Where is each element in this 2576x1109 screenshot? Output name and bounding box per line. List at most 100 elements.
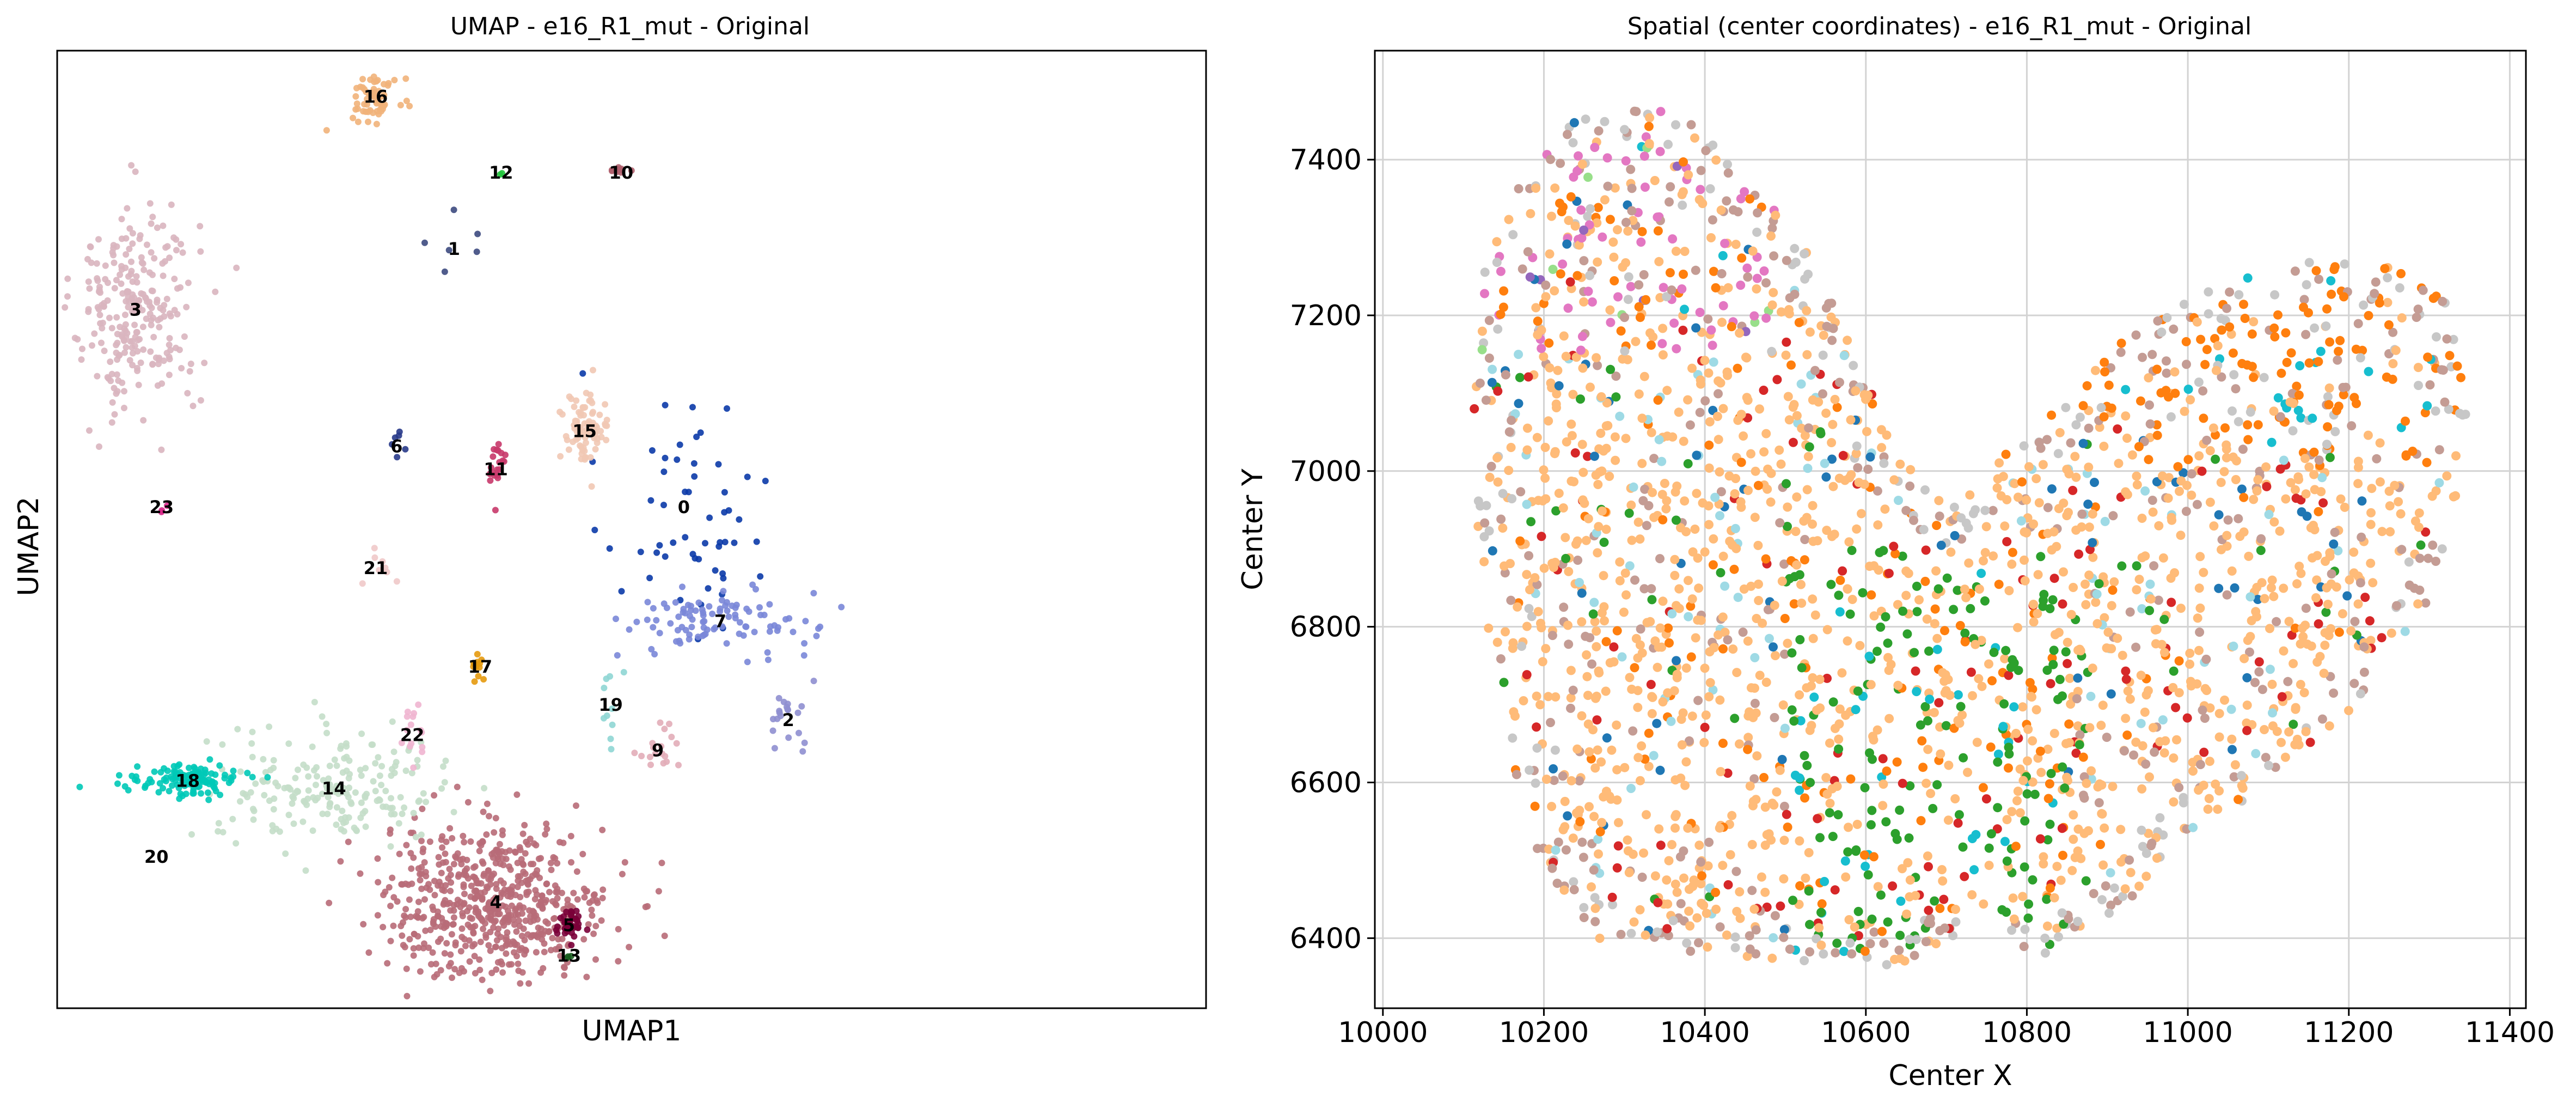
umap-point-cluster-4: [459, 912, 466, 919]
spatial-point: [1639, 270, 1649, 279]
spatial-point: [1715, 823, 1724, 833]
spatial-point: [1974, 674, 1984, 684]
umap-point-cluster-14: [215, 820, 222, 827]
spatial-point: [2306, 523, 2316, 533]
umap-point-cluster-0: [660, 468, 668, 476]
spatial-point: [1530, 573, 1540, 583]
umap-point-cluster-4: [516, 844, 523, 851]
spatial-point: [1726, 850, 1735, 860]
spatial-point: [2269, 406, 2279, 416]
spatial-point: [2164, 473, 2174, 483]
spatial-point: [2339, 292, 2348, 302]
spatial-point: [2156, 388, 2166, 398]
spatial-point: [1578, 363, 1588, 373]
umap-point-cluster-4: [564, 959, 571, 966]
umap-point-cluster-4: [492, 943, 499, 950]
spatial-point: [2049, 645, 2059, 655]
spatial-point: [1686, 652, 1696, 662]
spatial-point: [2067, 866, 2077, 875]
spatial-point: [1819, 949, 1828, 959]
umap-point-cluster-4: [493, 848, 500, 854]
umap-point-cluster-14: [270, 764, 277, 771]
umap-point-cluster-3: [98, 339, 105, 346]
spatial-point: [1981, 794, 1991, 804]
spatial-point: [2245, 407, 2255, 417]
spatial-point: [1800, 274, 1810, 284]
spatial-point: [1777, 576, 1787, 586]
umap-point-cluster-4: [522, 850, 529, 857]
spatial-point: [1627, 535, 1637, 545]
spatial-point: [2194, 785, 2204, 795]
spatial-point: [2401, 450, 2411, 460]
umap-point-cluster-7: [663, 605, 670, 611]
spatial-point: [1614, 818, 1623, 827]
spatial-point: [2064, 914, 2073, 924]
umap-point-cluster-3: [155, 316, 162, 324]
spatial-point: [1696, 379, 1705, 389]
umap-point-cluster-9: [638, 753, 645, 759]
spatial-point: [2321, 321, 2331, 331]
spatial-point: [1596, 757, 1606, 767]
umap-point-cluster-0: [579, 370, 586, 377]
umap-point-cluster-7: [749, 581, 756, 588]
umap-point-cluster-3: [107, 358, 114, 365]
spatial-point: [2329, 539, 2339, 549]
spatial-point: [1593, 257, 1602, 267]
umap-point-cluster-3: [96, 312, 103, 319]
spatial-point: [1547, 802, 1557, 812]
umap-cluster-label: 7: [714, 611, 726, 631]
spatial-point: [1780, 649, 1789, 659]
spatial-point: [1869, 852, 1879, 862]
spatial-point: [2322, 304, 2332, 314]
spatial-point: [1867, 806, 1877, 815]
umap-point-cluster-14: [412, 833, 419, 840]
spatial-point: [2296, 569, 2306, 578]
umap-point-cluster-14: [270, 806, 277, 813]
umap-point-cluster-14: [375, 754, 382, 761]
umap-point-cluster-0: [662, 454, 669, 461]
spatial-point: [1577, 233, 1587, 243]
umap-point-cluster-3: [166, 371, 173, 379]
umap-point-cluster-7: [682, 626, 689, 633]
umap-point-cluster-3: [140, 417, 147, 424]
spatial-point: [2269, 323, 2279, 333]
spatial-point: [2137, 825, 2146, 835]
spatial-point: [1804, 886, 1814, 896]
spatial-point: [1898, 551, 1907, 561]
spatial-point: [2018, 702, 2028, 712]
spatial-point: [1703, 861, 1713, 871]
spatial-point: [2217, 372, 2226, 382]
spatial-point: [2357, 496, 2367, 506]
spatial-point: [1795, 881, 1805, 891]
spatial-point: [2173, 462, 2183, 472]
spatial-point: [1688, 547, 1698, 557]
spatial-point: [1599, 602, 1609, 612]
spatial-point: [2145, 419, 2155, 429]
spatial-point: [1540, 442, 1550, 452]
spatial-point: [2222, 531, 2232, 540]
spatial-point: [1544, 692, 1553, 702]
spatial-point: [1723, 160, 1732, 169]
spatial-point: [1647, 595, 1657, 605]
spatial-point: [1575, 806, 1584, 815]
umap-point-cluster-0: [762, 478, 769, 484]
spatial-point: [1709, 266, 1718, 276]
spatial-point: [1901, 566, 1911, 576]
umap-point-cluster-2: [810, 678, 817, 685]
spatial-point: [1761, 429, 1771, 438]
spatial-point: [1822, 526, 1832, 535]
spatial-point: [2060, 783, 2070, 793]
spatial-point: [2308, 553, 2317, 563]
spatial-point: [1541, 644, 1551, 654]
spatial-point: [1629, 917, 1639, 927]
spatial-point: [2249, 317, 2259, 327]
umap-point-cluster-14: [237, 798, 243, 805]
umap-point-cluster-16: [380, 102, 387, 109]
umap-point-cluster-14: [352, 826, 359, 833]
spatial-point: [1577, 160, 1587, 169]
spatial-point: [1879, 779, 1888, 789]
spatial-point: [2289, 720, 2298, 729]
spatial-point: [1827, 454, 1837, 464]
spatial-point: [1794, 318, 1804, 327]
spatial-point: [2199, 747, 2209, 757]
